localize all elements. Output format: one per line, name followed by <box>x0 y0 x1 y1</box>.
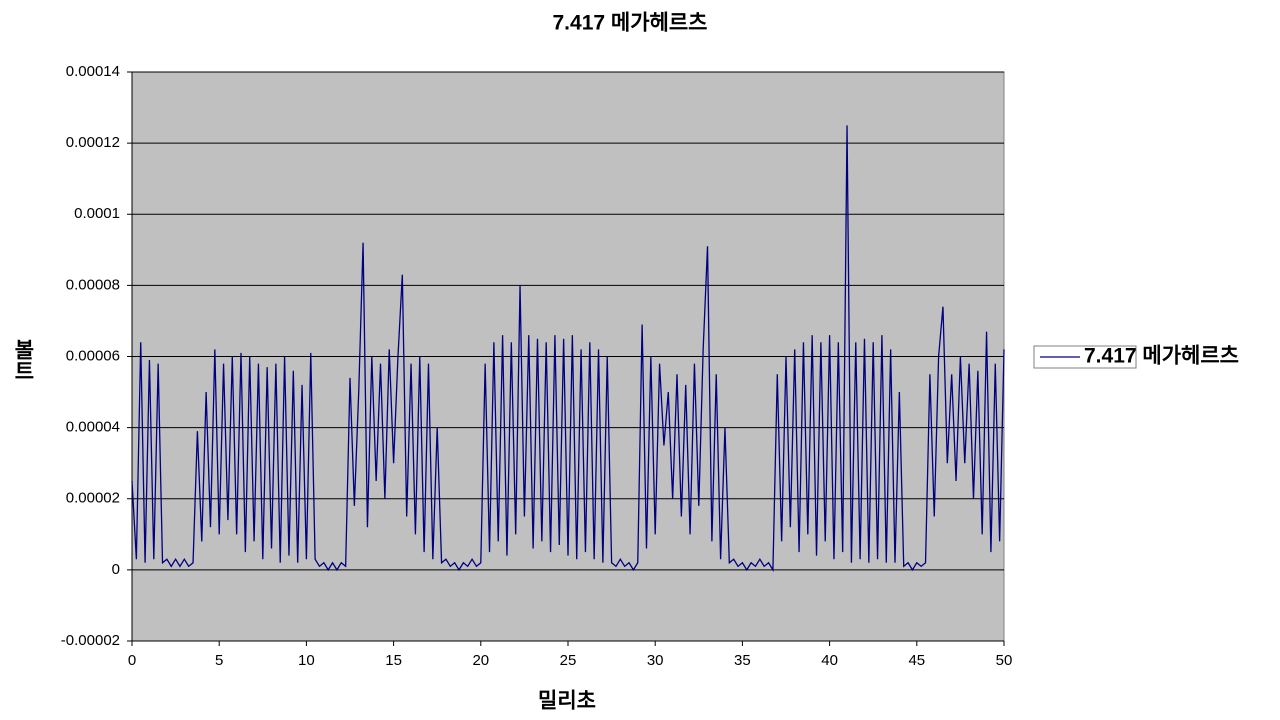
data-line <box>131 125 1005 573</box>
y-tick-label: 0 <box>112 561 120 578</box>
x-tick-label: 45 <box>908 652 925 669</box>
x-tick-label: 20 <box>472 652 489 669</box>
x-axis-label: 밀리초 <box>538 690 596 713</box>
x-tick-label: 10 <box>298 652 315 669</box>
y-tick-label: 0.00006 <box>66 347 120 364</box>
x-tick-label: 25 <box>560 652 577 669</box>
y-tick-label: 0.00004 <box>66 419 120 436</box>
x-tick-label: 15 <box>385 652 402 669</box>
x-tick-label: 5 <box>215 652 223 669</box>
y-tick-label: -0.00002 <box>61 632 120 649</box>
y-tick-label: 0.00002 <box>66 490 120 507</box>
y-tick-label: 0.00008 <box>66 276 120 293</box>
y-tick-label: 0.00012 <box>66 134 120 151</box>
y-tick-label: 0.0001 <box>74 205 120 222</box>
x-tick-label: 0 <box>128 652 136 669</box>
x-tick-label: 35 <box>734 652 751 669</box>
x-tick-label: 30 <box>647 652 664 669</box>
y-tick-label: 0.00014 <box>66 63 120 80</box>
x-tick-label: 40 <box>821 652 838 669</box>
x-tick-label: 50 <box>996 652 1013 669</box>
legend-label: 7.417 메가헤르츠 <box>1084 345 1239 368</box>
chart-title: 7.417 메가헤르츠 <box>553 12 708 35</box>
y-axis-label: 볼트 <box>11 339 34 381</box>
legend-box <box>1033 345 1137 369</box>
